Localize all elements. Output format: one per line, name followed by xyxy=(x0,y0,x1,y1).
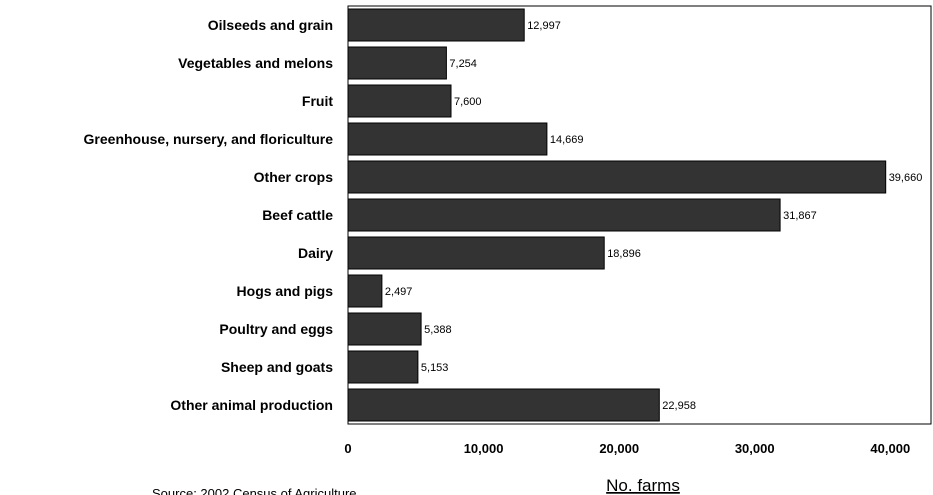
data-label: 7,254 xyxy=(449,58,477,70)
data-label: 7,600 xyxy=(454,96,482,108)
bar xyxy=(347,274,383,308)
category-label: Dairy xyxy=(298,245,333,261)
data-label: 22,958 xyxy=(662,400,696,412)
x-tick-label: 10,000 xyxy=(464,441,504,456)
bar xyxy=(347,8,525,42)
bar xyxy=(347,388,660,422)
category-label: Other animal production xyxy=(170,397,333,413)
bar xyxy=(347,312,422,346)
x-tick-label: 20,000 xyxy=(599,441,639,456)
category-label: Greenhouse, nursery, and floriculture xyxy=(84,131,334,147)
x-tick-label: 30,000 xyxy=(735,441,775,456)
bar xyxy=(347,46,447,80)
x-tick-label: 0 xyxy=(344,441,351,456)
bar xyxy=(347,350,419,384)
category-label: Hogs and pigs xyxy=(237,283,334,299)
category-label: Oilseeds and grain xyxy=(208,17,333,33)
data-label: 5,153 xyxy=(421,362,449,374)
category-label: Sheep and goats xyxy=(221,359,333,375)
value-labels: 12,997 7,254 7,600 14,669 39,660 31,867 18,896… xyxy=(385,20,922,412)
data-label: 39,660 xyxy=(889,172,923,184)
x-axis-label: No. farms xyxy=(606,476,680,495)
bar xyxy=(347,236,605,270)
data-label: 2,497 xyxy=(385,286,413,298)
x-tick-label: 40,000 xyxy=(870,441,910,456)
data-label: 14,669 xyxy=(550,134,584,146)
bar xyxy=(347,122,548,156)
x-tick-labels: 0 10,000 20,000 30,000 40,000 xyxy=(344,441,910,456)
bar xyxy=(347,160,887,194)
source-note: Source: 2002 Census of Agriculture xyxy=(152,486,357,495)
data-label: 18,896 xyxy=(607,248,641,260)
data-label: 12,997 xyxy=(527,20,561,32)
bar xyxy=(347,198,781,232)
bars-group xyxy=(347,8,887,422)
category-labels: Oilseeds and grain Vegetables and melons F… xyxy=(84,17,334,413)
category-label: Beef cattle xyxy=(262,207,333,223)
category-label: Other crops xyxy=(254,169,334,185)
bar xyxy=(347,84,452,118)
category-label: Vegetables and melons xyxy=(178,55,333,71)
category-label: Poultry and eggs xyxy=(219,321,333,337)
data-label: 5,388 xyxy=(424,324,452,336)
data-label: 31,867 xyxy=(783,210,817,222)
category-label: Fruit xyxy=(302,93,333,109)
